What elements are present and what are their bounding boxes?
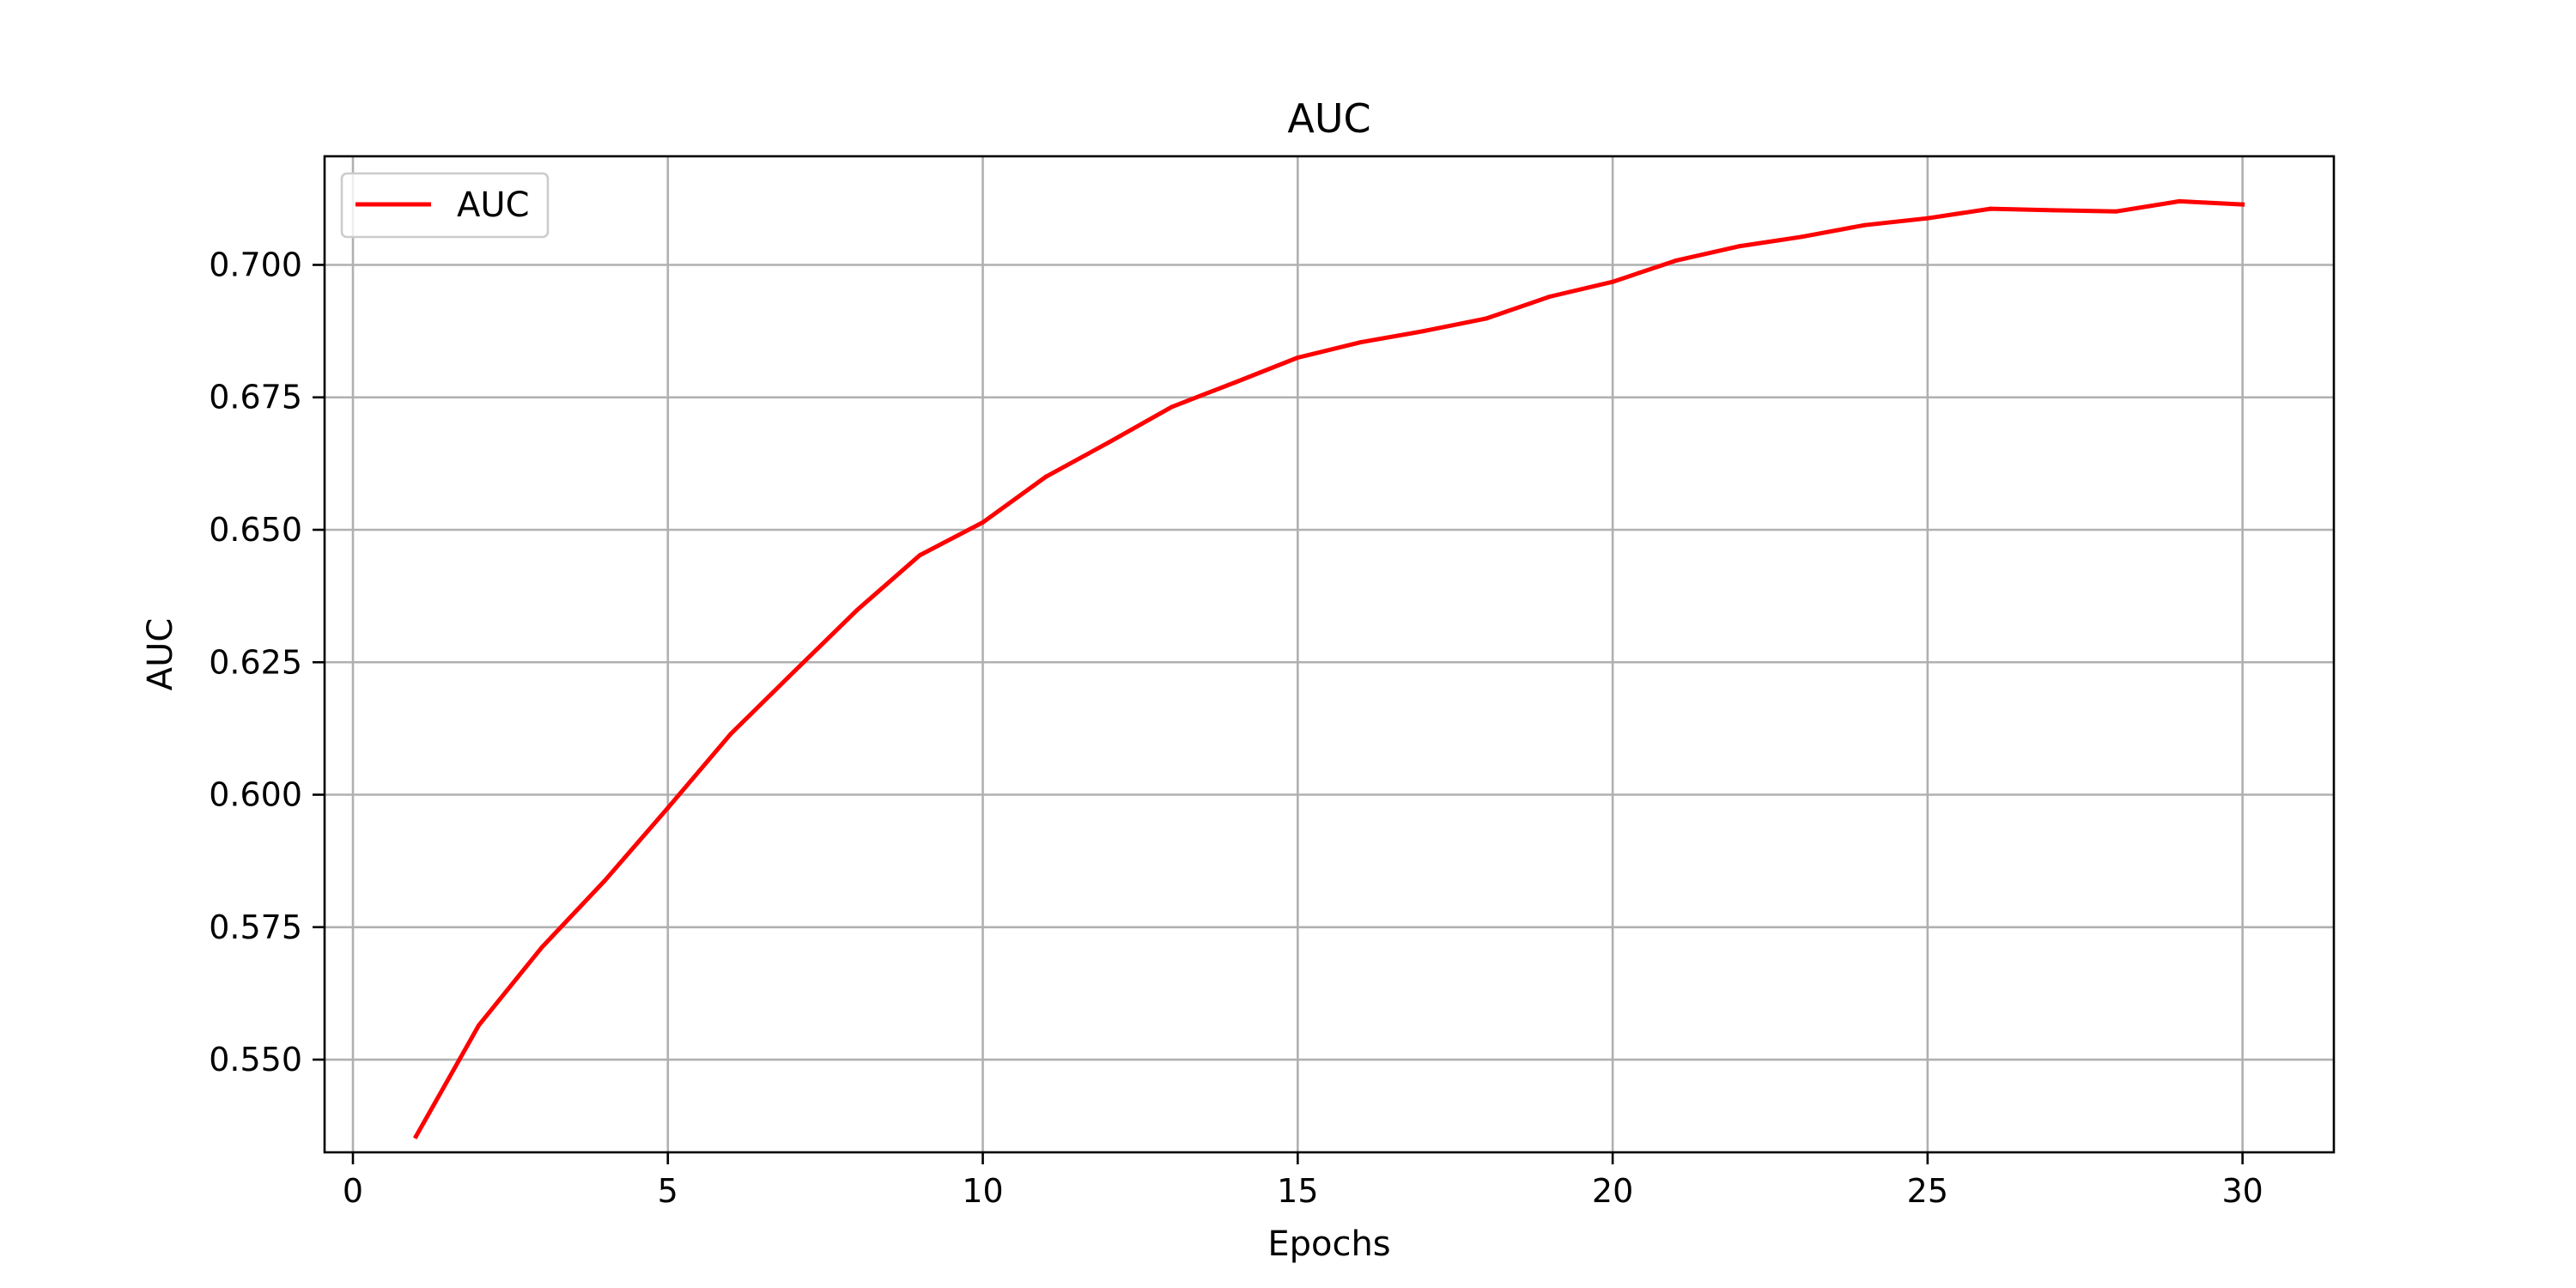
y-tick-label: 0.700 xyxy=(209,246,302,283)
data-point xyxy=(1106,440,1111,445)
y-tick-label: 0.650 xyxy=(209,511,302,549)
grid xyxy=(325,156,2334,1152)
axes-frame xyxy=(323,155,2336,1154)
data-point xyxy=(1295,355,1300,360)
y-tick-label: 0.575 xyxy=(209,908,302,946)
data-point xyxy=(981,519,986,525)
x-tick-label: 10 xyxy=(962,1172,1003,1210)
data-point xyxy=(413,1133,418,1139)
series-layer xyxy=(412,198,2245,1139)
legend-box xyxy=(340,172,550,239)
y-tick-label: 0.675 xyxy=(209,379,302,416)
data-point xyxy=(2114,209,2119,214)
x-tick-label: 30 xyxy=(2221,1172,2263,1210)
x-tick-label: 0 xyxy=(343,1172,363,1210)
data-point xyxy=(1484,316,1489,321)
data-point xyxy=(2051,208,2057,213)
data-point xyxy=(1358,340,1364,345)
data-point xyxy=(1988,206,1993,211)
data-point xyxy=(2177,198,2182,204)
series-line-auc xyxy=(412,198,2245,1139)
legend-label-auc: AUC xyxy=(457,185,530,225)
data-point xyxy=(1170,404,1175,410)
y-tick-label: 0.550 xyxy=(209,1041,302,1078)
data-point xyxy=(728,732,733,737)
data-point xyxy=(1421,329,1426,334)
data-point xyxy=(2240,202,2245,207)
data-point xyxy=(665,805,671,811)
data-point xyxy=(1610,279,1615,284)
ticks: 0 5 10 15 20 25 30 0.550 0.575 0.600 0.625 0.650 0.6… xyxy=(209,246,2263,1210)
data-point xyxy=(602,878,607,883)
x-tick-label: 15 xyxy=(1277,1172,1318,1210)
legend: AUC xyxy=(340,172,550,239)
x-axis-label: Epochs xyxy=(1267,1224,1390,1264)
data-point xyxy=(1736,244,1741,249)
y-tick-label: 0.600 xyxy=(209,776,302,814)
data-point xyxy=(1862,222,1868,228)
data-point xyxy=(477,1023,482,1028)
data-point xyxy=(917,553,922,558)
chart-title: AUC xyxy=(1287,95,1370,142)
x-tick-label: 20 xyxy=(1592,1172,1633,1210)
data-point xyxy=(1799,234,1804,240)
y-axis-label: AUC xyxy=(141,618,180,691)
x-tick-label: 25 xyxy=(1907,1172,1948,1210)
x-tick-label: 5 xyxy=(658,1172,678,1210)
data-point xyxy=(1043,474,1048,479)
data-point xyxy=(1547,295,1552,300)
data-point xyxy=(1232,380,1237,385)
y-tick-label: 0.625 xyxy=(209,643,302,681)
data-point xyxy=(1925,216,1930,221)
data-point xyxy=(791,669,796,674)
data-point xyxy=(854,608,860,613)
data-point xyxy=(539,945,544,950)
data-point xyxy=(1673,258,1678,264)
